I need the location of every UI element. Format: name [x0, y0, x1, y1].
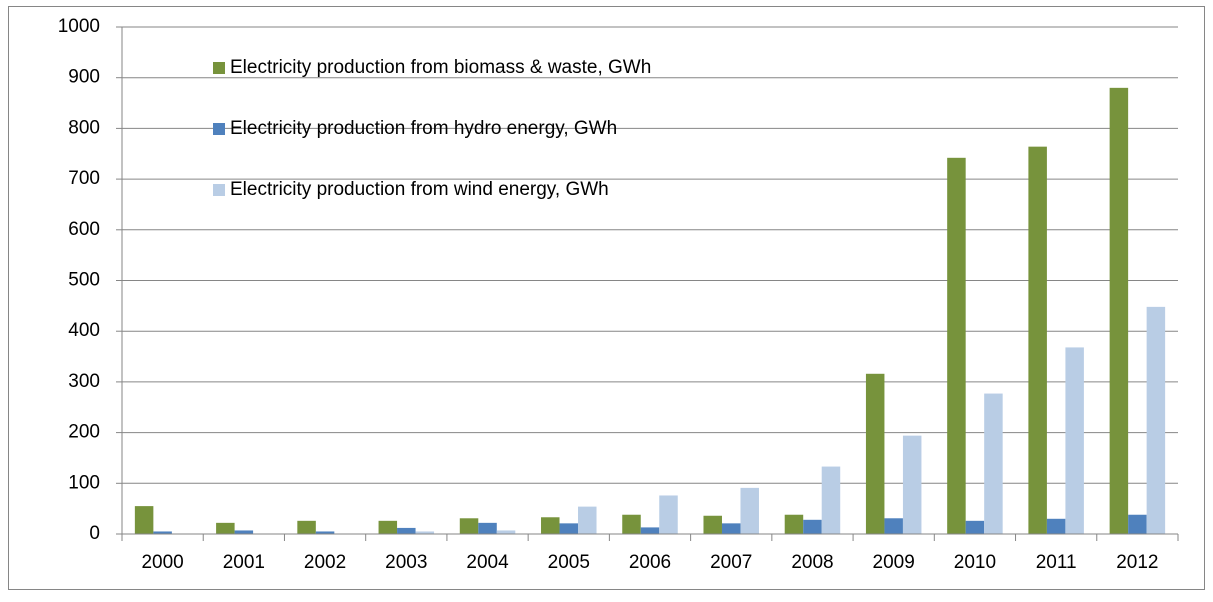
legend-label: Electricity production from wind energy,…: [230, 179, 609, 200]
bar: [153, 531, 172, 534]
x-tick-label: 2006: [629, 552, 671, 573]
bar: [984, 393, 1003, 534]
bar: [902, 435, 922, 534]
y-tick-label: 1000: [58, 16, 100, 37]
x-tick-label: 2000: [141, 552, 183, 573]
bar: [640, 527, 660, 534]
y-tick-label: 200: [68, 422, 100, 443]
x-tick-label: 2010: [954, 552, 996, 573]
bar: [865, 373, 885, 534]
legend-label: Electricity production from biomass & wa…: [230, 57, 651, 78]
bar: [459, 518, 479, 534]
x-tick-label: 2012: [1116, 552, 1158, 573]
bar: [947, 157, 966, 534]
bar: [134, 506, 154, 534]
chart-border: [8, 6, 1205, 590]
legend-swatch: [213, 184, 225, 196]
y-tick-label: 800: [68, 117, 100, 138]
bar: [622, 514, 641, 534]
bar: [821, 466, 841, 534]
bar: [216, 522, 235, 534]
bar: [1046, 518, 1066, 534]
bar: [315, 531, 335, 534]
y-tick-label: 700: [68, 168, 100, 189]
legend-label: Electricity production from hydro energy…: [230, 118, 617, 139]
y-tick-label: 400: [68, 320, 100, 341]
bar: [496, 530, 516, 534]
x-tick-label: 2002: [304, 552, 346, 573]
bar: [1028, 146, 1047, 535]
bar: [1128, 514, 1147, 534]
legend-swatch: [213, 123, 225, 135]
bar: [1109, 87, 1129, 534]
y-tick-label: 900: [68, 67, 100, 88]
bar: [541, 517, 560, 534]
bar: [297, 520, 316, 534]
bar: [740, 487, 759, 534]
bar: [965, 520, 985, 534]
x-tick-label: 2001: [223, 552, 265, 573]
y-tick-label: 100: [68, 472, 100, 493]
bar: [703, 515, 722, 534]
bar: [721, 523, 741, 534]
bar: [784, 514, 804, 534]
x-tick-label: 2008: [791, 552, 833, 573]
bar: [1146, 306, 1166, 534]
bar: [578, 506, 597, 534]
x-tick-label: 2003: [385, 552, 427, 573]
bar: [478, 522, 497, 534]
bar: [559, 523, 579, 534]
bar: [415, 531, 435, 534]
x-tick-label: 2011: [1036, 552, 1077, 573]
bar: [659, 495, 678, 534]
y-tick-label: 500: [68, 270, 100, 291]
y-tick-label: 300: [68, 371, 100, 392]
x-tick-label: 2007: [710, 552, 752, 573]
y-tick-label: 0: [89, 523, 100, 544]
bar: [803, 519, 822, 534]
y-tick-label: 600: [68, 219, 100, 240]
bar: [1065, 347, 1084, 534]
bar: [378, 520, 398, 534]
bar: [234, 530, 254, 534]
x-tick-label: 2004: [466, 552, 509, 573]
bar: [397, 527, 416, 534]
legend-swatch: [213, 62, 225, 74]
x-tick-label: 2009: [873, 552, 915, 573]
bar: [884, 518, 903, 534]
x-tick-label: 2005: [548, 552, 590, 573]
